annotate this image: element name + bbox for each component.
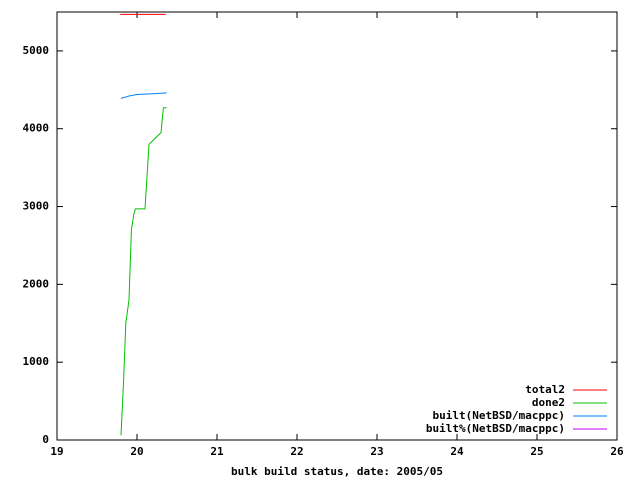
x-tick-label: 24 — [450, 445, 464, 458]
series-line — [120, 92, 167, 99]
plot-frame — [56, 11, 618, 441]
y-tick-label: 4000 — [23, 122, 50, 135]
series-line — [120, 107, 167, 436]
x-axis-label: bulk build status, date: 2005/05 — [231, 465, 443, 478]
y-tick-label: 3000 — [23, 200, 50, 213]
legend-label: done2 — [532, 396, 565, 409]
legend-label: total2 — [525, 383, 565, 396]
x-tick-label: 20 — [130, 445, 143, 458]
x-tick-label: 23 — [370, 445, 383, 458]
x-tick-label: 21 — [210, 445, 224, 458]
y-tick-label: 2000 — [23, 277, 50, 290]
x-tick-label: 25 — [530, 445, 543, 458]
y-tick-label: 5000 — [23, 44, 50, 57]
y-tick-label: 1000 — [23, 355, 50, 368]
legend-label: built%(NetBSD/macppc) — [426, 422, 565, 435]
y-tick-label: 0 — [42, 433, 49, 446]
x-tick-label: 26 — [610, 445, 624, 458]
x-tick-label: 19 — [50, 445, 63, 458]
x-tick-label: 22 — [290, 445, 303, 458]
legend-label: built(NetBSD/macppc) — [433, 409, 565, 422]
